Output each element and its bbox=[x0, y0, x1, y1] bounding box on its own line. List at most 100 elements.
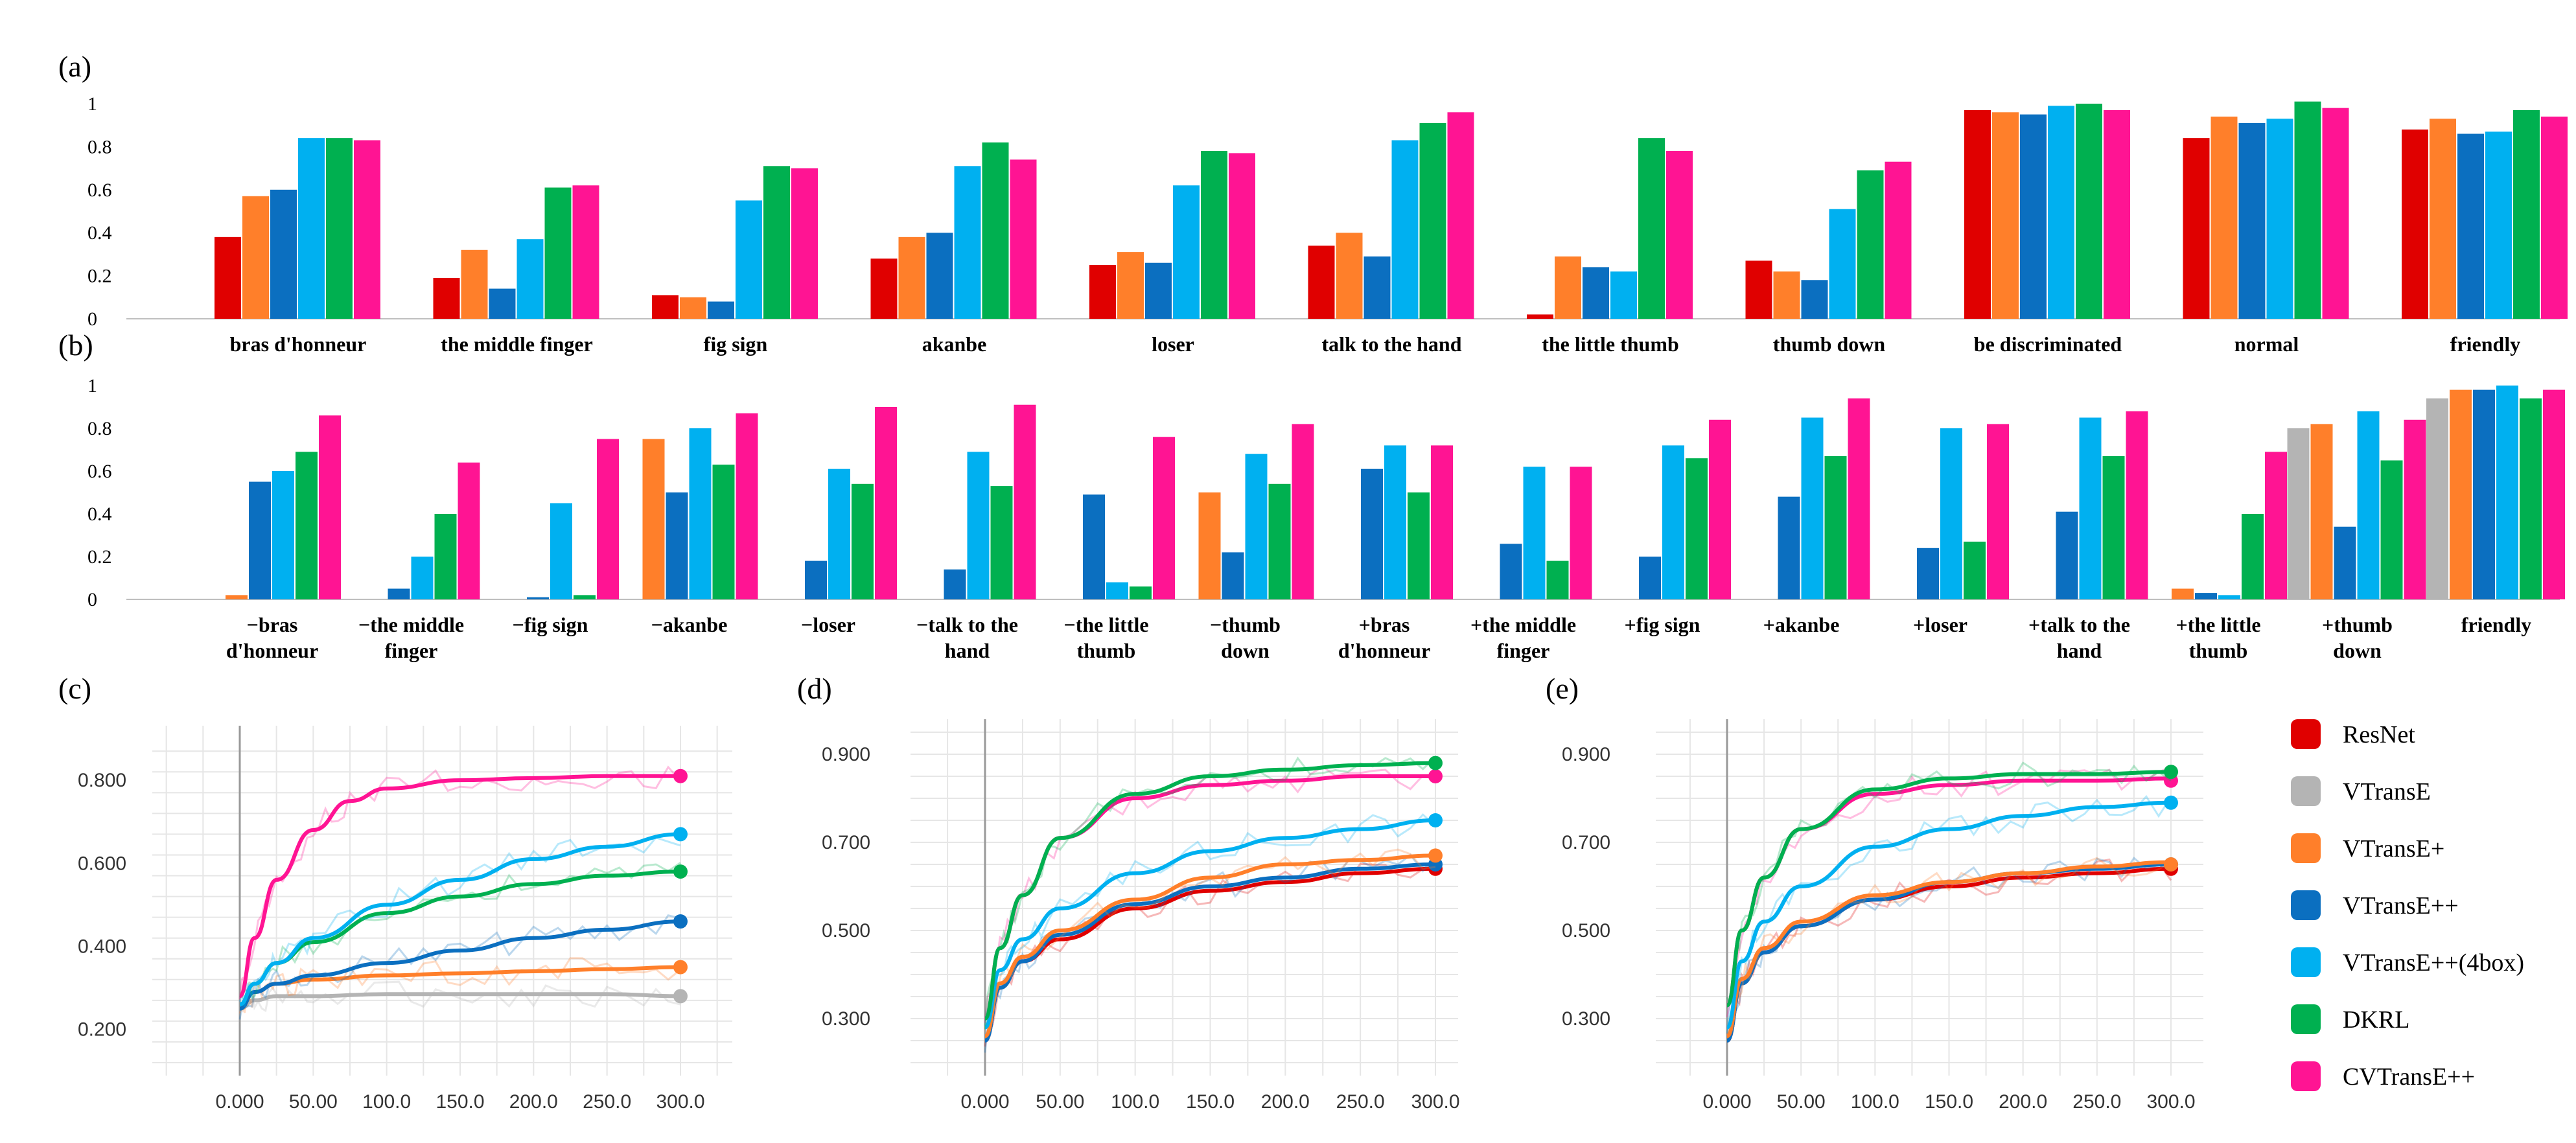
bar-vtranse-4box bbox=[954, 166, 981, 319]
bar-dkrl bbox=[1130, 586, 1152, 599]
bar-vtranse bbox=[2334, 526, 2356, 599]
category-label: −fig sign bbox=[513, 613, 588, 636]
bar-vtranse-4box bbox=[2079, 417, 2102, 599]
y-tick-label: 0.2 bbox=[87, 266, 112, 287]
bar-vtranse-4box bbox=[1662, 445, 1684, 599]
bar-vtranse bbox=[1773, 271, 1800, 319]
bar-cvtranse bbox=[458, 462, 480, 599]
bar-vtranse-4box bbox=[1384, 445, 1406, 599]
bar-cvtranse bbox=[1229, 153, 1255, 319]
bar-chart-a: (a) 0 0.2 0.4 0.6 0.8 1 bras d'honneur the middl… bbox=[58, 50, 2568, 356]
category-label: +loser bbox=[1913, 613, 1967, 636]
y-tick-label: 0.6 bbox=[87, 179, 112, 201]
category-label: −talk to the bbox=[916, 613, 1018, 636]
bar-vtranse bbox=[666, 492, 688, 599]
end-marker-vtranse bbox=[1428, 848, 1443, 863]
x-tick-label: 0.000 bbox=[215, 1091, 264, 1113]
category-label: the little thumb bbox=[1542, 332, 1679, 356]
bar-dkrl bbox=[326, 138, 353, 319]
bar-resnet bbox=[2183, 138, 2210, 319]
bar-cvtranse bbox=[791, 168, 818, 319]
bar-dkrl bbox=[1964, 541, 1986, 599]
bar-vtranse bbox=[388, 588, 410, 599]
bar-cvtranse bbox=[2404, 419, 2426, 599]
bar-vtranse bbox=[242, 196, 269, 319]
bar-vtranse-4box bbox=[828, 468, 850, 599]
bar-vtranse bbox=[1992, 112, 2019, 319]
bar-cvtranse bbox=[597, 439, 619, 599]
category-label: down bbox=[1221, 639, 1270, 662]
legend-label-vtranse: VTransE++ bbox=[2343, 892, 2459, 919]
bar-cvtranse bbox=[1848, 398, 1870, 599]
legend-label-dkrl: DKRL bbox=[2343, 1006, 2409, 1033]
bar-dkrl bbox=[1419, 122, 1446, 319]
bar-vtranse bbox=[1778, 496, 1800, 599]
bar-vtranse bbox=[2020, 114, 2047, 319]
bar-vtranse-4box bbox=[1391, 140, 1419, 319]
bar-dkrl bbox=[1857, 170, 1884, 319]
legend: ResNet VTransE VTransE+ VTransE++ VTransE++(… bbox=[2291, 719, 2524, 1091]
bar-vtranse-4box bbox=[1173, 185, 1200, 319]
smooth-line-dkrl bbox=[1725, 770, 2172, 1008]
y-tick-label: 0.2 bbox=[87, 546, 112, 568]
bar-resnet bbox=[1745, 260, 1772, 319]
x-tick-label: 300.0 bbox=[1411, 1091, 1459, 1113]
bar-vtranse-4box bbox=[1610, 271, 1637, 319]
bar-vtranse bbox=[1361, 468, 1383, 599]
bar-vtranse bbox=[805, 560, 827, 599]
end-marker-vtranse bbox=[2164, 857, 2178, 872]
bar-vtranse bbox=[2426, 398, 2448, 599]
bar-cvtranse bbox=[1709, 419, 1731, 599]
bar-vtranse-4box bbox=[2357, 411, 2380, 599]
y-tick-label: 0.8 bbox=[87, 136, 112, 157]
legend-swatch-dkrl bbox=[2291, 1004, 2321, 1034]
panel-label-e: (e) bbox=[1546, 672, 1579, 705]
bar-vtranse-4box bbox=[1801, 417, 1824, 599]
bar-vtranse-4box bbox=[1829, 209, 1856, 319]
end-marker-vtranse bbox=[673, 989, 688, 1004]
bar-vtranse-4box bbox=[689, 428, 712, 599]
legend-label-vtranse: VTransE+ bbox=[2343, 835, 2444, 862]
bar-vtranse bbox=[2450, 389, 2472, 599]
bar-cvtranse bbox=[2543, 389, 2565, 599]
bar-cvtranse bbox=[1987, 424, 2009, 599]
line-chart-c: (c) 0.000 50.00 100.0 150.0 200.0 250.0 300.0 0.… bbox=[58, 672, 732, 1113]
smooth-line-vtranse bbox=[1726, 860, 2172, 1039]
y-tick-label: 0.500 bbox=[1562, 920, 1610, 941]
bar-cvtranse bbox=[1570, 467, 1592, 599]
x-tick-label: 50.00 bbox=[1036, 1091, 1084, 1113]
bar-resnet bbox=[1308, 246, 1335, 319]
y-tick-label: 0 bbox=[87, 589, 97, 610]
end-marker-vtranse-4box bbox=[1428, 813, 1443, 827]
y-tick-label: 0.900 bbox=[822, 744, 870, 765]
bar-dkrl bbox=[2294, 101, 2321, 319]
bar-cvtranse bbox=[319, 415, 341, 599]
bar-cvtranse bbox=[572, 185, 599, 319]
legend-swatch-vtranse bbox=[2291, 833, 2321, 863]
bar-dkrl bbox=[712, 465, 735, 599]
raw-line-vtranse bbox=[984, 848, 1436, 1029]
y-tick-label: 0.300 bbox=[1562, 1008, 1610, 1030]
category-label: −bras bbox=[247, 613, 298, 636]
category-label: d'honneur bbox=[226, 639, 318, 662]
bar-vtranse bbox=[270, 189, 297, 319]
category-label: finger bbox=[1497, 639, 1550, 662]
bar-vtranse bbox=[1917, 548, 1939, 599]
bar-cvtranse bbox=[2265, 452, 2287, 599]
category-label: −loser bbox=[801, 613, 855, 636]
bar-vtranse bbox=[680, 297, 706, 319]
legend-label-vtranse: VTransE bbox=[2343, 778, 2431, 805]
y-tick-label: 0.500 bbox=[822, 920, 870, 941]
end-marker-cvtranse bbox=[673, 768, 688, 783]
category-label: +the little bbox=[2176, 613, 2260, 636]
raw-line-vtranse-4box bbox=[984, 813, 1437, 1026]
bar-vtranse bbox=[1801, 280, 1828, 319]
x-tick-label: 50.00 bbox=[1777, 1091, 1826, 1113]
bar-cvtranse bbox=[1010, 159, 1037, 319]
category-label: +thumb bbox=[2322, 613, 2393, 636]
bar-vtranse-4box bbox=[2218, 595, 2240, 599]
y-tick-label: 0.700 bbox=[1562, 832, 1610, 853]
bar-vtranse-4box bbox=[2485, 132, 2512, 319]
category-label: +bras bbox=[1359, 613, 1410, 636]
bar-dkrl bbox=[1408, 492, 1430, 599]
